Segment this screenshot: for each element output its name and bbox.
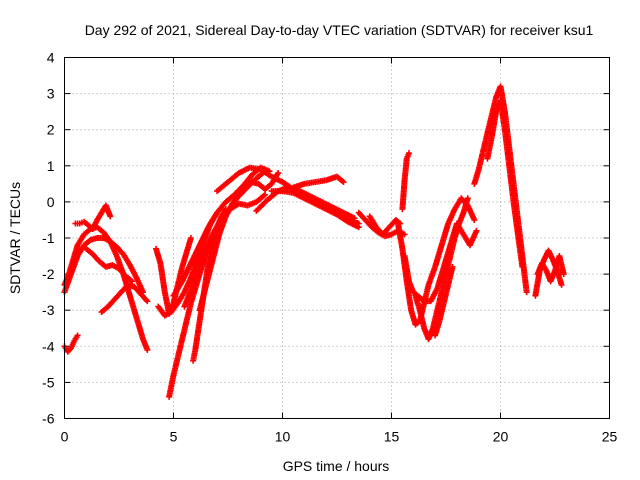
y-tick-label: 3	[47, 86, 55, 102]
data-point	[262, 191, 269, 198]
data-point	[449, 263, 456, 270]
x-tick-label: 0	[61, 429, 69, 445]
data-point	[405, 150, 412, 157]
y-tick-label: -6	[42, 411, 55, 427]
plot-frame	[64, 57, 610, 419]
series-arc25	[432, 263, 456, 339]
series-arc4	[72, 202, 114, 232]
data-point	[144, 298, 151, 305]
y-tick-label: -2	[42, 266, 55, 282]
series-arc2	[61, 235, 146, 296]
data-point	[74, 332, 81, 339]
data-point	[355, 220, 362, 227]
grid	[64, 57, 610, 419]
y-axis-label: SDTVAR / TECUs	[7, 182, 23, 294]
y-tick-label: 4	[47, 50, 55, 66]
y-tick-label: 0	[47, 194, 55, 210]
axis-ticks: 0 5 10 15 20 25 -6 -5 -4 -3 -2 -1 0 1 2 3 4	[42, 50, 617, 445]
x-tick-label: 15	[384, 429, 400, 445]
data-point	[340, 179, 347, 186]
y-tick-label: -5	[42, 374, 55, 390]
data-point	[144, 346, 151, 353]
series-arc18	[290, 173, 347, 191]
series-arc6	[98, 281, 151, 316]
chart-title: Day 292 of 2021, Sidereal Day-to-day VTE…	[85, 22, 594, 38]
series-arc27	[484, 97, 526, 270]
data-points	[61, 83, 567, 400]
x-axis-label: GPS time / hours	[283, 458, 390, 474]
x-tick-label: 5	[170, 429, 178, 445]
y-tick-label: 2	[47, 122, 55, 138]
x-tick-label: 25	[602, 429, 618, 445]
data-point	[275, 170, 282, 177]
data-point	[560, 271, 567, 278]
data-point	[222, 206, 229, 213]
series-arc29	[534, 253, 567, 285]
y-tick-label: -4	[42, 338, 55, 354]
data-point	[473, 227, 480, 234]
data-point	[464, 195, 471, 202]
series-arc24	[399, 150, 412, 213]
series-arc5	[83, 245, 136, 285]
series-arc14	[190, 206, 229, 364]
data-point	[187, 235, 194, 241]
series-arc19	[355, 209, 408, 240]
data-point	[107, 213, 114, 220]
y-tick-label: -3	[42, 302, 55, 318]
data-point	[519, 263, 526, 270]
x-tick-label: 10	[275, 429, 291, 445]
y-tick-label: -1	[42, 230, 55, 246]
y-tick-label: 1	[47, 158, 55, 174]
data-point	[523, 289, 530, 296]
x-tick-label: 20	[493, 429, 509, 445]
series-arc17	[268, 188, 362, 227]
data-point	[471, 216, 478, 223]
data-point	[558, 281, 565, 288]
